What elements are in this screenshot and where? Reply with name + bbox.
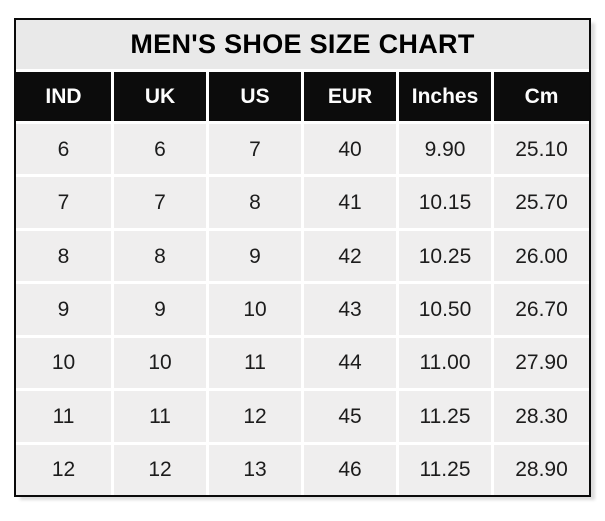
- table-cell: 10: [114, 337, 206, 389]
- table-cell: 12: [114, 444, 206, 495]
- table-cell: 8: [209, 177, 301, 228]
- table-cell: 13: [209, 444, 301, 495]
- table-cell: 9: [209, 230, 301, 282]
- table-cell: 10.25: [399, 230, 491, 282]
- table-cell: 12: [16, 444, 111, 495]
- table-cell: 10: [16, 337, 111, 389]
- table-cell: 9: [114, 284, 206, 335]
- table-cell: 46: [304, 444, 396, 495]
- table-cell: 6: [16, 124, 111, 175]
- table-cell: 40: [304, 124, 396, 175]
- table-cell: 11.00: [399, 337, 491, 389]
- table-cell: 8: [16, 230, 111, 282]
- table-cell: 9.90: [399, 124, 491, 175]
- header-cell-cm: Cm: [494, 72, 589, 121]
- table-cell: 7: [209, 124, 301, 175]
- table-cell: 12: [209, 391, 301, 442]
- table-cell: 6: [114, 124, 206, 175]
- table-cell: 28.30: [494, 391, 589, 442]
- table-cell: 10.50: [399, 284, 491, 335]
- table-cell: 26.70: [494, 284, 589, 335]
- header-cell-ind: IND: [16, 72, 111, 121]
- table-cell: 45: [304, 391, 396, 442]
- header-cell-inches: Inches: [399, 72, 491, 121]
- table-cell: 26.00: [494, 230, 589, 282]
- table-cell: 11: [16, 391, 111, 442]
- table-cell: 10.15: [399, 177, 491, 228]
- table-cell: 7: [16, 177, 111, 228]
- chart-title: MEN'S SHOE SIZE CHART: [16, 20, 589, 69]
- header-cell-us: US: [209, 72, 301, 121]
- table-cell: 9: [16, 284, 111, 335]
- table-cell: 25.70: [494, 177, 589, 228]
- table-cell: 8: [114, 230, 206, 282]
- size-chart-table: MEN'S SHOE SIZE CHART IND UK US EUR Inches Cm…: [14, 18, 591, 497]
- header-cell-uk: UK: [114, 72, 206, 121]
- table-cell: 11: [114, 391, 206, 442]
- table-cell: 28.90: [494, 444, 589, 495]
- table-cell: 7: [114, 177, 206, 228]
- table-cell: 44: [304, 337, 396, 389]
- table-cell: 11.25: [399, 391, 491, 442]
- table-cell: 41: [304, 177, 396, 228]
- table-cell: 25.10: [494, 124, 589, 175]
- header-cell-eur: EUR: [304, 72, 396, 121]
- table-cell: 27.90: [494, 337, 589, 389]
- table-cell: 10: [209, 284, 301, 335]
- table-cell: 11: [209, 337, 301, 389]
- table-cell: 11.25: [399, 444, 491, 495]
- table-cell: 43: [304, 284, 396, 335]
- table-cell: 42: [304, 230, 396, 282]
